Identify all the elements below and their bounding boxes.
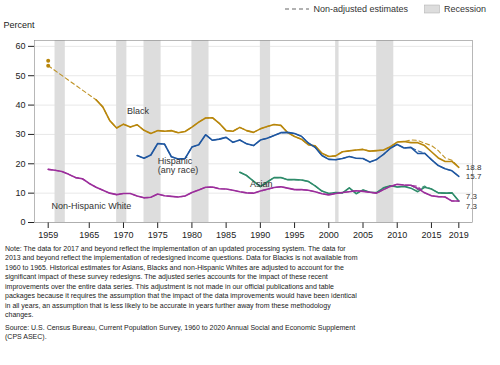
html-text:Non-adjusted estimates: Non-adjusted estimates <box>313 4 408 14</box>
svg-text:1985: 1985 <box>216 230 236 240</box>
svg-text:2010: 2010 <box>387 230 407 240</box>
svg-text:2019: 2019 <box>449 230 469 240</box>
svg-text:20: 20 <box>15 159 25 169</box>
svg-text:0: 0 <box>20 217 25 227</box>
svg-text:15.7: 15.7 <box>466 172 482 181</box>
svg-text:7.3: 7.3 <box>466 192 478 201</box>
svg-text:7.3: 7.3 <box>466 202 478 211</box>
svg-text:Non-Hispanic White: Non-Hispanic White <box>52 201 132 211</box>
svg-text:1975: 1975 <box>148 230 168 240</box>
svg-text:2015: 2015 <box>421 230 441 240</box>
svg-text:2005: 2005 <box>353 230 373 240</box>
svg-text:1970: 1970 <box>113 230 133 240</box>
svg-text:Black: Black <box>127 106 150 116</box>
svg-text:1965: 1965 <box>79 230 99 240</box>
svg-text:50: 50 <box>15 71 25 81</box>
html-text:Recession: Recession <box>444 4 486 14</box>
svg-text:10: 10 <box>15 188 25 198</box>
svg-text:2000: 2000 <box>319 230 339 240</box>
svg-text:1959: 1959 <box>38 230 58 240</box>
svg-text:Asian: Asian <box>250 179 273 189</box>
svg-text:1995: 1995 <box>285 230 305 240</box>
svg-text:40: 40 <box>15 100 25 110</box>
svg-text:18.8: 18.8 <box>466 163 482 172</box>
svg-text:1980: 1980 <box>182 230 202 240</box>
svg-text:Percent: Percent <box>4 20 36 30</box>
svg-text:Hispanic(any race): Hispanic(any race) <box>158 156 199 175</box>
svg-text:1990: 1990 <box>250 230 270 240</box>
svg-text:60: 60 <box>15 41 25 51</box>
html-text:Source: U.S. Census Bureau, Cu: Source: U.S. Census Bureau, Current Popu… <box>5 323 356 340</box>
html-text:Note: The data for 2017 and be: Note: The data for 2017 and beyond refle… <box>5 245 358 319</box>
svg-text:30: 30 <box>15 129 25 139</box>
